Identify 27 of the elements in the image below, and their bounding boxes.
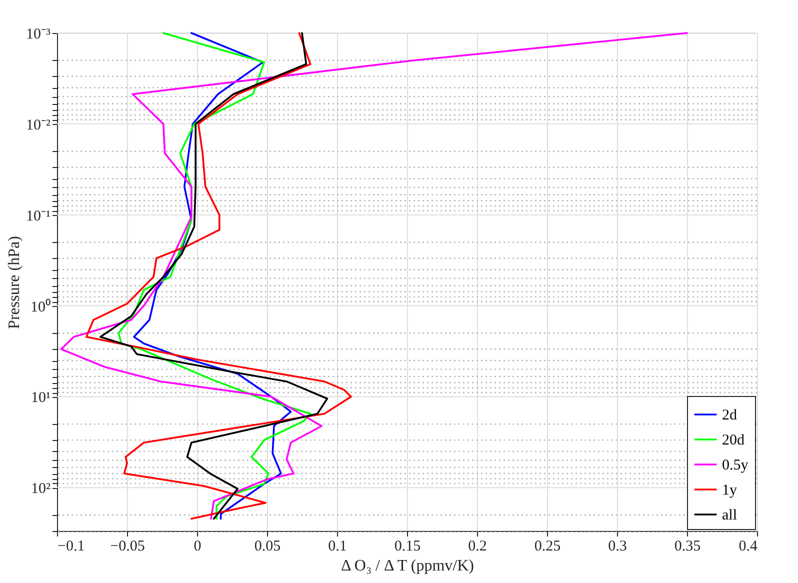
x-tick-label: 0.25 xyxy=(534,538,561,554)
x-tick-label: 0.4 xyxy=(738,538,758,554)
line-series xyxy=(60,32,688,520)
y-tick-label: 10² xyxy=(31,481,51,498)
x-tick-label: 0.2 xyxy=(468,538,487,554)
y-tick-label: 10⁰ xyxy=(30,298,50,316)
x-tick-label: 0.1 xyxy=(328,538,347,554)
legend-label: 0.5y xyxy=(722,458,749,474)
y-tick-label: 10⁻¹ xyxy=(26,208,50,224)
x-tick-label: 0.15 xyxy=(394,538,421,554)
x-tick-label: 0 xyxy=(194,538,202,554)
legend-label: all xyxy=(722,508,737,524)
line-series xyxy=(133,32,292,520)
x-axis-title: Δ O₃ / Δ T (ppmv/K) xyxy=(341,558,474,574)
x-tick-label: −0.05 xyxy=(110,538,145,554)
y-tick-label: 10⁻³ xyxy=(26,26,51,42)
y-tick-label: 10¹ xyxy=(31,390,50,406)
x-tick-label: 0.05 xyxy=(254,538,281,554)
y-axis-title: Pressure (hPa) xyxy=(6,236,24,329)
x-tick-label: 0.35 xyxy=(674,538,701,554)
y-tick-label: 10⁻² xyxy=(26,117,51,134)
x-tick-label: 0.3 xyxy=(608,538,627,554)
legend-label: 20d xyxy=(722,432,745,448)
legend-label: 1y xyxy=(722,482,738,498)
line-series xyxy=(118,32,312,520)
legend-label: 2d xyxy=(722,408,738,424)
x-tick-label: −0.1 xyxy=(58,538,85,554)
